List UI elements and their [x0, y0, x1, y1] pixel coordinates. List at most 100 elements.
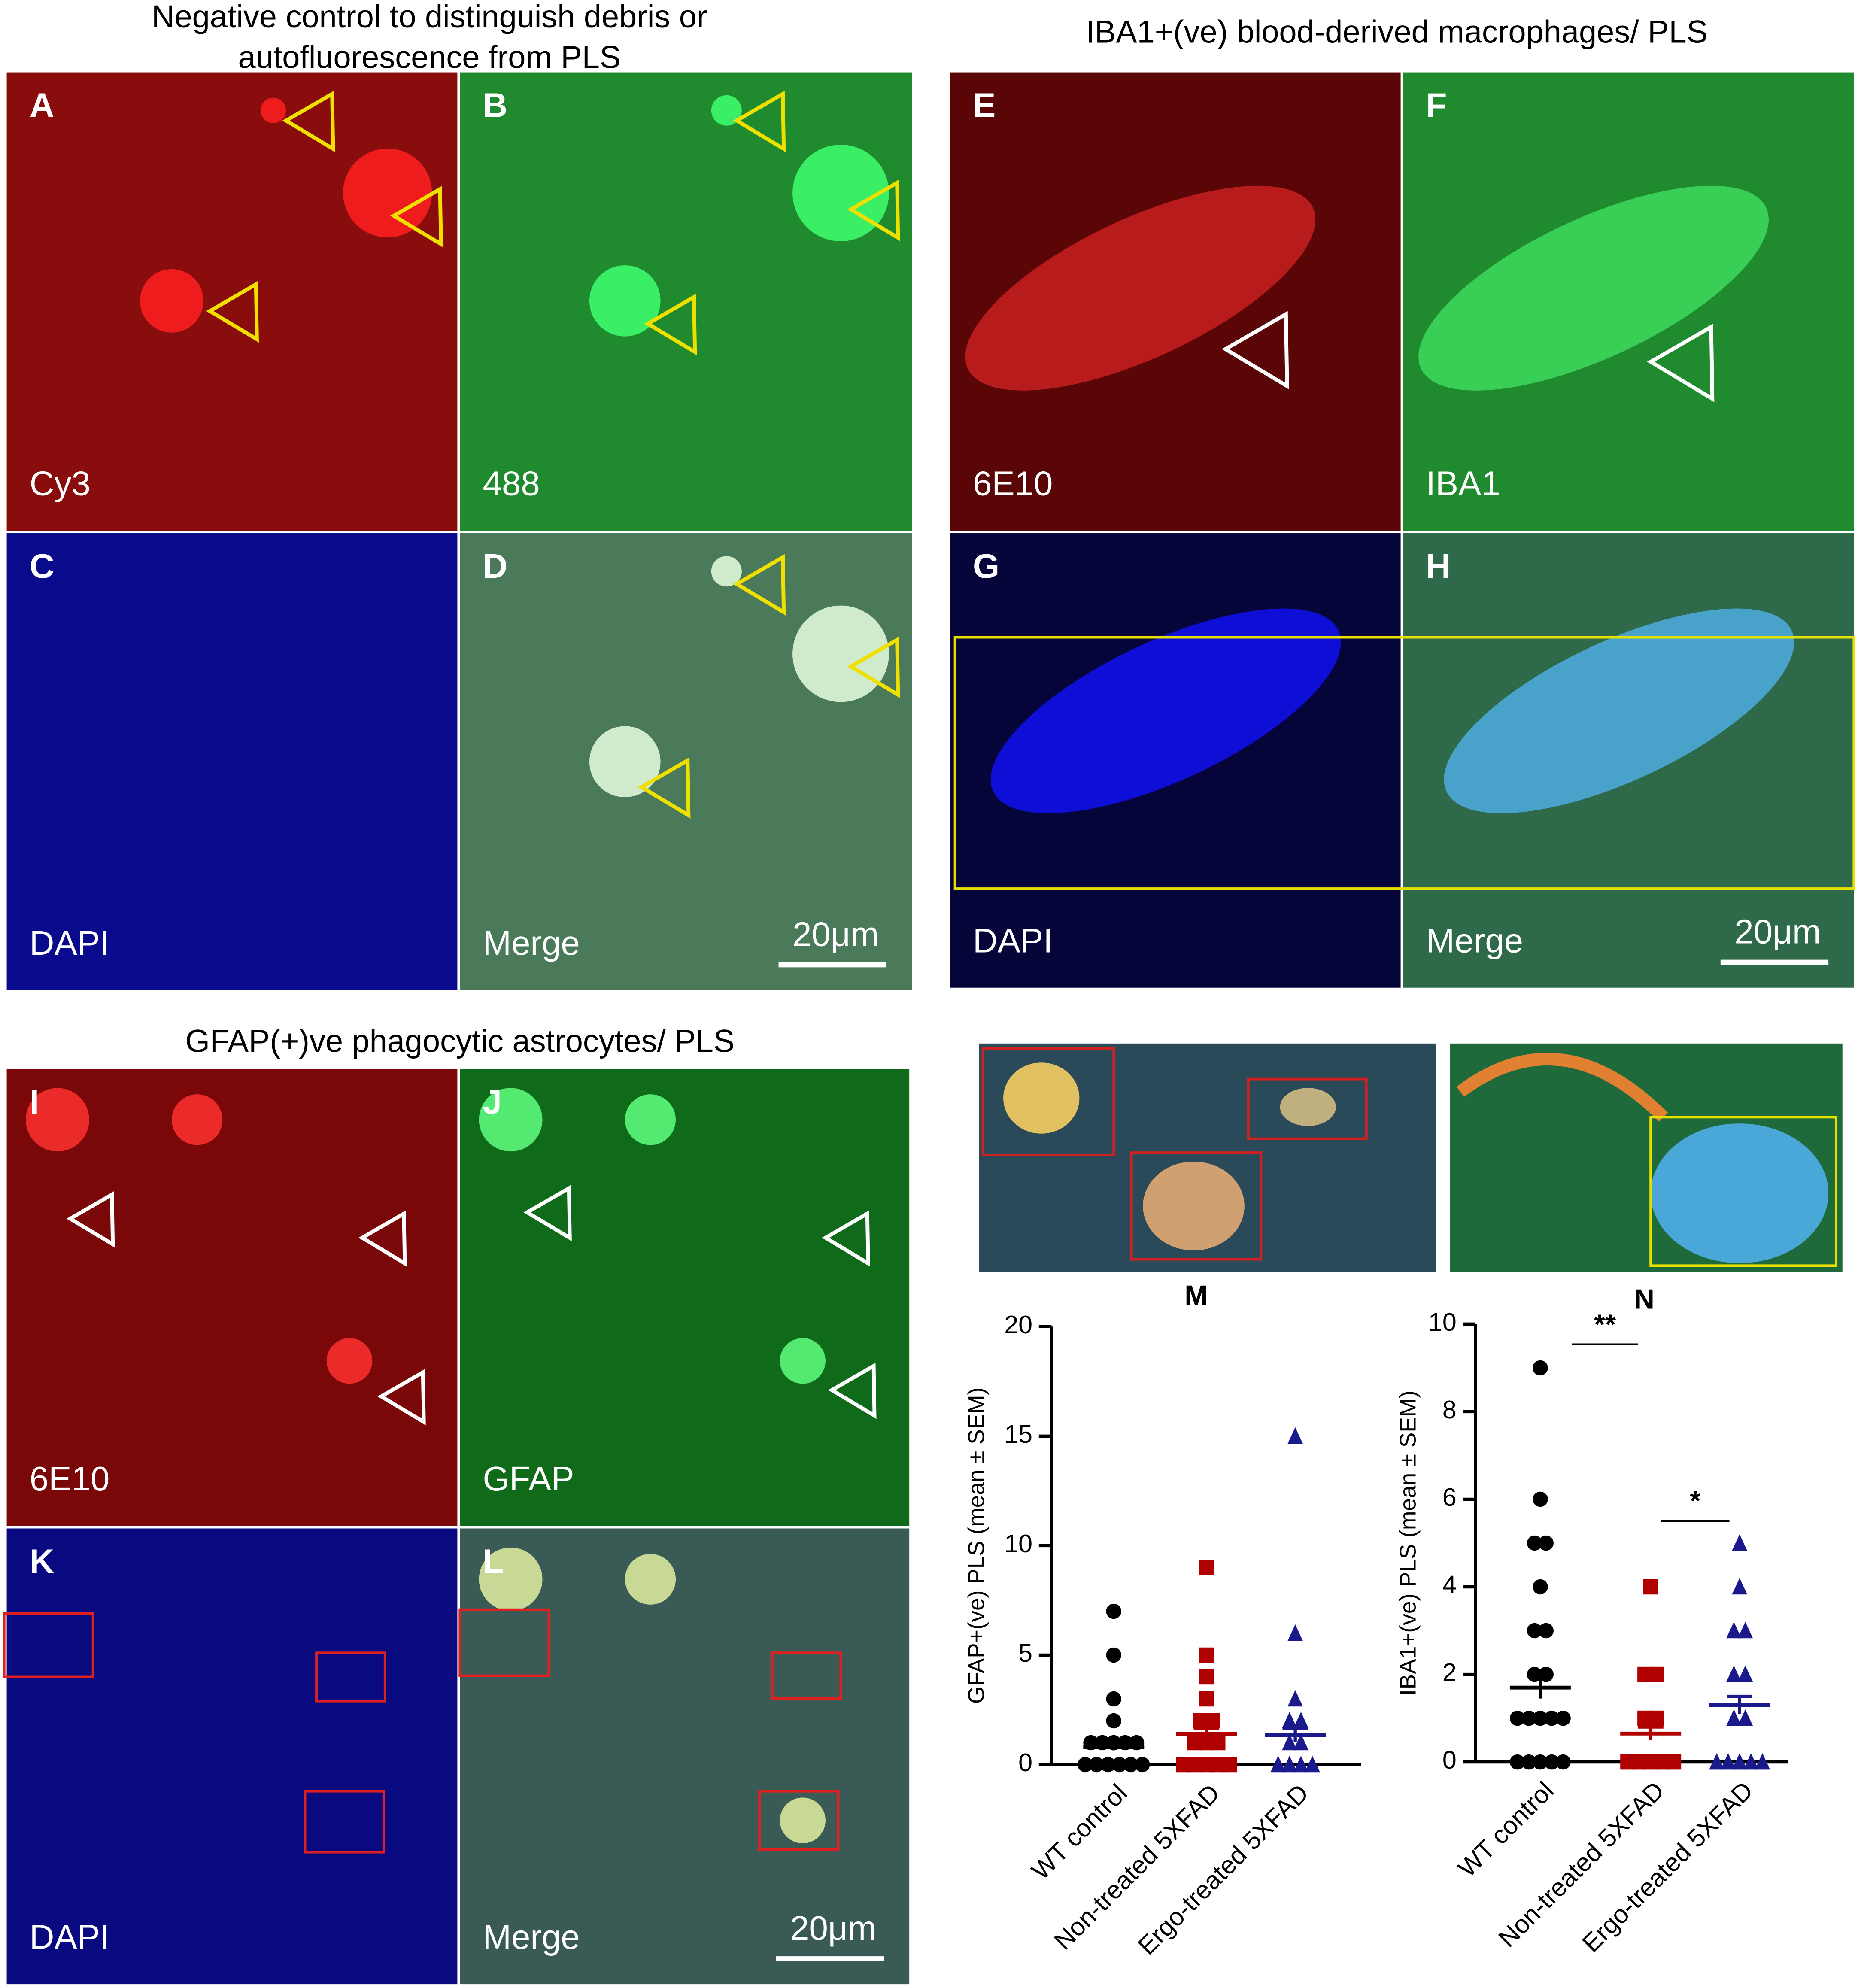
data-point: [1726, 1709, 1742, 1726]
chart-title: M: [1184, 1279, 1208, 1311]
cell: [589, 265, 661, 337]
channel-label: DAPI: [973, 921, 1053, 959]
cell: [261, 97, 286, 123]
data-point: [1287, 1624, 1303, 1641]
channel-label: Merge: [483, 1918, 580, 1956]
data-point: [1732, 1534, 1747, 1551]
box: [304, 1790, 385, 1854]
panel-label: K: [30, 1542, 55, 1580]
data-point: [1282, 1755, 1297, 1773]
arrowhead: [206, 281, 259, 343]
data-point: [1199, 1669, 1214, 1685]
y-tick-label: 6: [1442, 1483, 1457, 1511]
scale-label: 20μm: [1734, 913, 1821, 951]
data-point: [1135, 1757, 1150, 1773]
vessel: [1456, 1053, 1668, 1122]
cell: [780, 1338, 826, 1384]
data-point: [1533, 1754, 1548, 1770]
box: [3, 1612, 94, 1678]
y-tick-label: 0: [1442, 1745, 1457, 1774]
data-point: [1544, 1754, 1560, 1770]
panel-label: B: [483, 86, 508, 124]
y-axis-label: IBA1+(ve) PLS (mean ± SEM): [1395, 1390, 1421, 1696]
box: [1130, 1151, 1263, 1261]
channel-label: 6E10: [30, 1460, 109, 1498]
panel-label: L: [483, 1542, 504, 1580]
arrowhead: [390, 186, 443, 248]
y-axis-label: GFAP+(ve) PLS (mean ± SEM): [964, 1387, 989, 1704]
data-point: [1649, 1710, 1664, 1726]
data-point: [1720, 1753, 1736, 1770]
arrowhead: [638, 757, 691, 819]
arrowhead: [1647, 323, 1715, 402]
section-title: autofluorescence from PLS: [238, 39, 621, 75]
y-tick-label: 20: [1004, 1310, 1032, 1339]
cell-cluster: [1444, 608, 1794, 813]
data-point: [1199, 1560, 1214, 1575]
data-point: [1533, 1710, 1548, 1726]
data-point: [1287, 1427, 1303, 1444]
box: [758, 1790, 840, 1851]
scale-label: 20μm: [792, 915, 879, 953]
data-point: [1755, 1753, 1770, 1770]
data-point: [1111, 1757, 1127, 1773]
data-point: [1199, 1647, 1214, 1663]
y-tick-label: 15: [1004, 1420, 1032, 1448]
data-point: [1106, 1691, 1122, 1707]
data-point: [1544, 1710, 1560, 1726]
data-point: [1077, 1757, 1093, 1773]
data-point: [1649, 1666, 1664, 1682]
cell: [711, 95, 742, 126]
y-tick-label: 2: [1442, 1658, 1457, 1687]
channel-label: Cy3: [30, 464, 91, 503]
y-tick-label: 4: [1442, 1570, 1457, 1599]
significance-label: *: [1690, 1485, 1701, 1517]
panel-label: I: [30, 1083, 39, 1121]
data-point: [1527, 1535, 1542, 1551]
data-point: [1732, 1578, 1747, 1595]
cell: [589, 726, 661, 798]
data-point: [1737, 1621, 1753, 1639]
y-tick-label: 0: [1018, 1748, 1032, 1777]
channel-label: Merge: [1426, 921, 1523, 959]
data-point: [1106, 1603, 1122, 1619]
data-point: [1210, 1735, 1226, 1751]
panel-label: E: [973, 86, 996, 124]
data-point: [1282, 1712, 1297, 1729]
cell: [140, 269, 203, 333]
data-point: [1305, 1755, 1320, 1773]
arrowhead: [822, 1210, 870, 1267]
channel-label: GFAP: [483, 1460, 574, 1498]
box: [1649, 1116, 1837, 1267]
micrograph: [6, 533, 458, 990]
data-point: [1204, 1713, 1220, 1729]
y-tick-label: 10: [1004, 1529, 1032, 1558]
arrowhead: [733, 91, 786, 152]
data-point: [1726, 1665, 1742, 1682]
data-point: [1509, 1754, 1525, 1770]
cell: [326, 1338, 373, 1384]
data-point: [1521, 1710, 1537, 1726]
data-point: [1293, 1712, 1309, 1729]
arrowhead: [66, 1191, 115, 1248]
panel-label: D: [483, 547, 508, 585]
box: [771, 1651, 842, 1700]
arrowhead: [377, 1369, 426, 1426]
cell: [479, 1547, 543, 1611]
arrowhead: [1221, 311, 1289, 390]
data-point: [1293, 1755, 1309, 1773]
box: [315, 1651, 386, 1703]
data-point: [1270, 1755, 1286, 1773]
cell: [625, 1554, 676, 1605]
data-point: [1199, 1691, 1214, 1707]
panel-label: H: [1426, 547, 1451, 585]
data-point: [1643, 1579, 1658, 1595]
data-point: [1555, 1710, 1571, 1726]
arrowhead: [847, 179, 900, 241]
scale-label: 20μm: [790, 1909, 876, 1947]
cell: [1143, 1161, 1245, 1250]
box: [953, 636, 1855, 890]
cell: [792, 605, 889, 702]
arrowhead: [847, 636, 900, 698]
